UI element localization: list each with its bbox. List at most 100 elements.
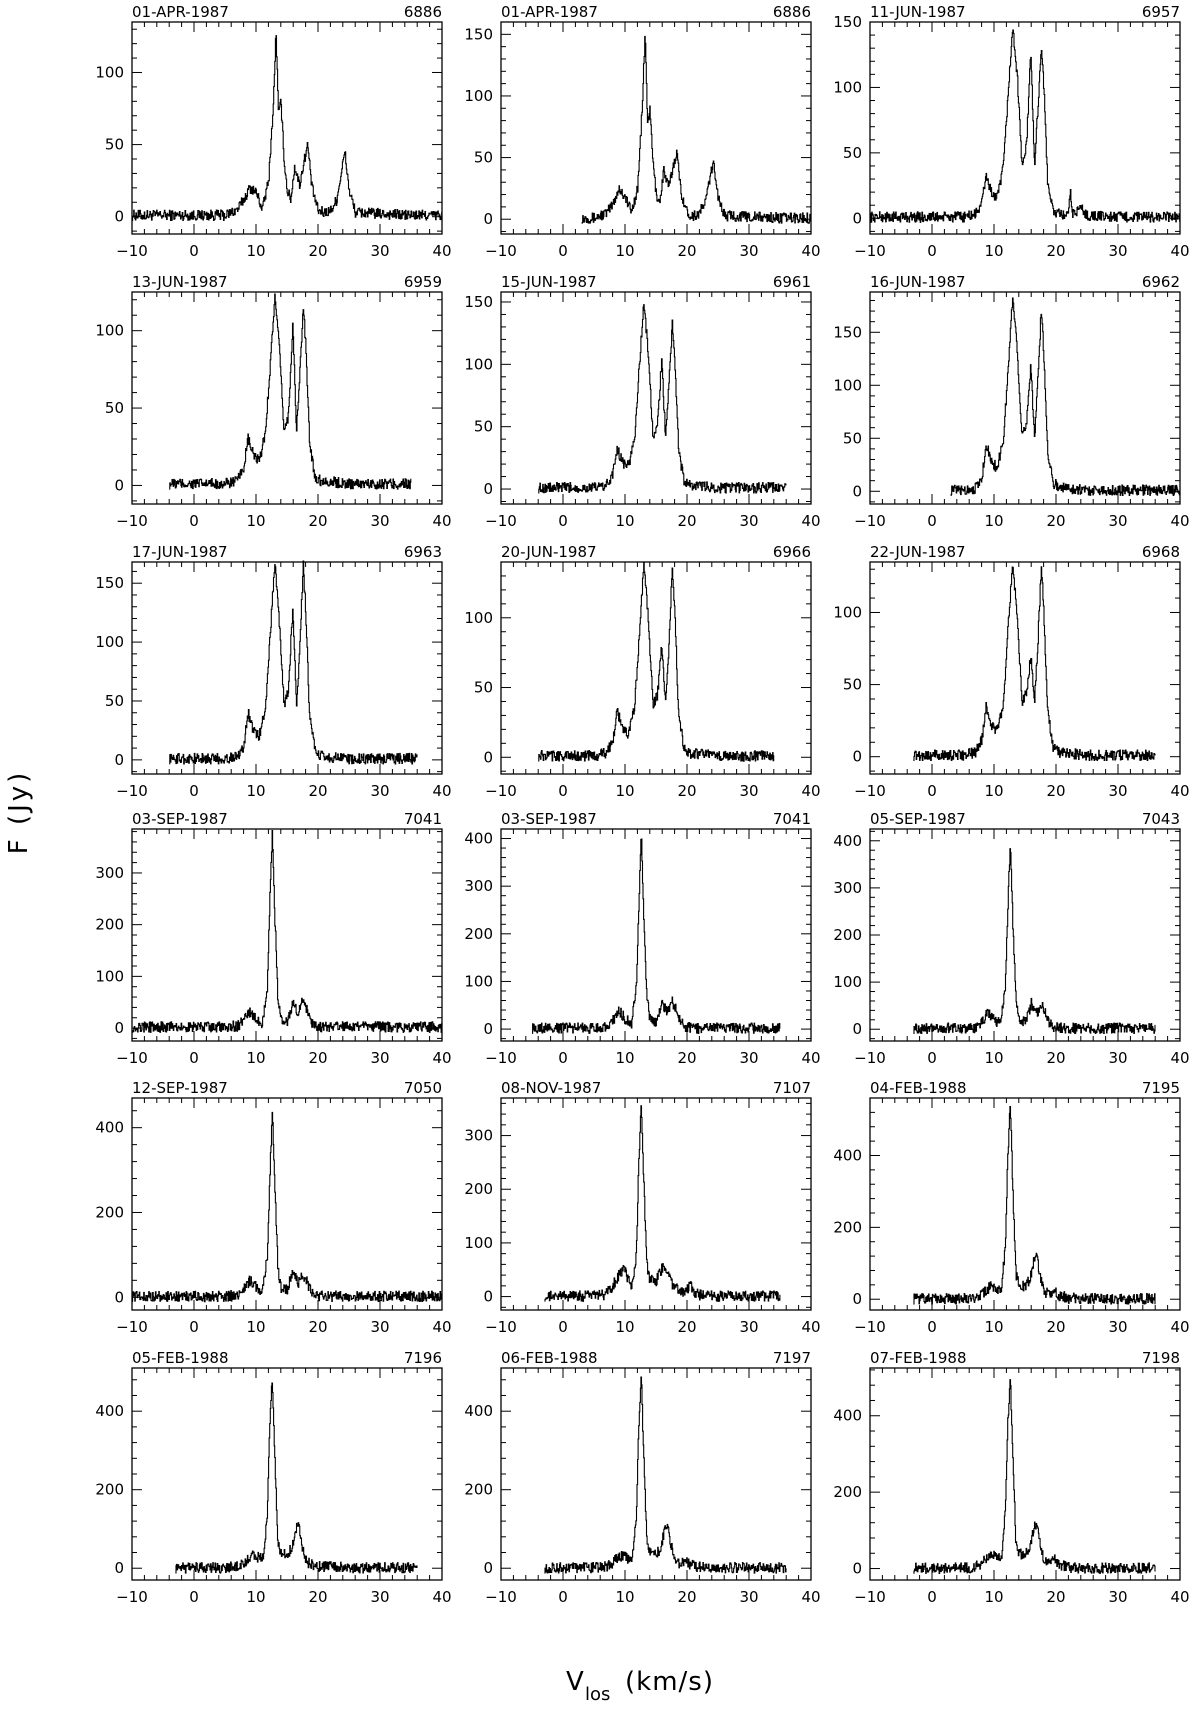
y-tick-label: 200 [464,1180,493,1198]
spectrum-line [544,1376,787,1574]
spectrum-line [538,304,787,494]
spectrum-line [544,1105,781,1302]
x-tick-label: 0 [558,242,568,260]
x-tick-label: 20 [308,782,327,800]
spectrum-panel: 15-JUN-1987 6961 −10 0 10 20 30 40 0 50 100 150 [464,273,820,530]
x-tick-label: 40 [432,1588,451,1606]
y-tick-label: 50 [474,679,493,697]
x-tick-label: 40 [432,512,451,530]
y-tick-label: 150 [95,574,124,592]
y-tick-label: 150 [464,293,493,311]
x-tick-label: 30 [1108,242,1127,260]
x-tick-label: 10 [984,782,1003,800]
x-tick-label: 40 [1170,782,1189,800]
x-tick-label: 0 [558,782,568,800]
x-axis-label-unit: (km/s) [625,1667,714,1697]
panel-id-label: 6966 [773,543,811,561]
panel-date-label: 05-SEP-1987 [870,810,966,828]
y-tick-label: 0 [483,1288,493,1306]
y-tick-label: 200 [833,926,862,944]
x-tick-label: 40 [432,1318,451,1336]
spectrum-line [950,297,1181,497]
x-tick-label: 0 [189,1588,199,1606]
y-tick-label: 100 [464,609,493,627]
x-tick-label: 20 [308,1588,327,1606]
x-tick-label: 40 [432,1049,451,1067]
x-tick-label: 40 [1170,1588,1189,1606]
y-tick-label: 100 [95,63,124,81]
x-tick-label: 10 [246,1318,265,1336]
x-tick-label: 40 [432,782,451,800]
y-tick-label: 300 [464,877,493,895]
y-tick-label: 0 [114,1288,124,1306]
x-tick-label: 10 [984,242,1003,260]
x-tick-label: −10 [116,1588,148,1606]
spectrum-panel: 11-JUN-1987 6957 −10 0 10 20 30 40 0 50 100 150 [833,3,1189,260]
x-tick-label: 0 [558,512,568,530]
y-tick-label: 100 [833,973,862,991]
panel-id-label: 6957 [1142,3,1180,21]
panel-frame [500,1367,812,1581]
x-tick-label: 0 [927,782,937,800]
spectrum-panel: 17-JUN-1987 6963 −10 0 10 20 30 40 0 50 100 150 [95,543,451,800]
y-tick-label: 100 [833,603,862,621]
panel-frame [869,291,1181,505]
x-tick-label: 40 [432,242,451,260]
panel-frame [869,561,1181,775]
panel-id-label: 7041 [404,810,442,828]
x-tick-label: −10 [116,782,148,800]
x-tick-label: 20 [308,1318,327,1336]
x-tick-label: −10 [485,1318,517,1336]
y-tick-label: 0 [114,1559,124,1577]
x-tick-label: 20 [677,782,696,800]
panel-frame [131,828,443,1042]
x-tick-label: 10 [615,1049,634,1067]
x-tick-label: 20 [1046,512,1065,530]
panel-frame [500,21,812,235]
panel-frame [500,291,812,505]
x-tick-label: −10 [116,1049,148,1067]
x-tick-label: 30 [1108,1049,1127,1067]
x-tick-label: 10 [984,1588,1003,1606]
y-tick-label: 150 [833,13,862,31]
x-tick-label: 10 [246,1588,265,1606]
y-tick-label: 100 [95,322,124,340]
y-tick-label: 400 [833,832,862,850]
y-tick-label: 150 [833,323,862,341]
spectrum-line [913,848,1156,1035]
panel-id-label: 6968 [1142,543,1180,561]
x-tick-label: 10 [615,782,634,800]
spectrum-line [132,35,443,222]
panel-date-label: 03-SEP-1987 [501,810,597,828]
panel-id-label: 6886 [773,3,811,21]
spectrum-line [532,838,781,1034]
x-tick-label: 20 [1046,242,1065,260]
y-tick-label: 50 [843,676,862,694]
panel-id-label: 6959 [404,273,442,291]
x-tick-label: 10 [246,512,265,530]
panel-frame [500,828,812,1042]
panel-date-label: 03-SEP-1987 [132,810,228,828]
x-tick-label: 40 [801,1049,820,1067]
spectrum-line [132,1111,443,1303]
y-tick-label: 400 [464,1402,493,1420]
x-tick-label: 0 [558,1588,568,1606]
x-tick-label: 10 [615,512,634,530]
panel-date-label: 05-FEB-1988 [132,1349,228,1367]
panel-frame [869,828,1181,1042]
spectrum-panel: 08-NOV-1987 7107 −10 0 10 20 30 40 0 100 200 300 [464,1079,820,1336]
x-tick-label: 20 [1046,782,1065,800]
y-tick-label: 0 [114,751,124,769]
x-tick-label: 10 [984,1318,1003,1336]
x-tick-label: 10 [615,1588,634,1606]
x-axis-label-main: V [566,1667,584,1697]
y-tick-label: 200 [95,916,124,934]
x-tick-label: −10 [854,1588,886,1606]
x-tick-label: 40 [801,782,820,800]
spectrum-panel: 16-JUN-1987 6962 −10 0 10 20 30 40 0 50 100 150 [833,273,1189,530]
x-tick-label: −10 [854,782,886,800]
panel-frame [131,1097,443,1311]
y-tick-label: 400 [464,830,493,848]
